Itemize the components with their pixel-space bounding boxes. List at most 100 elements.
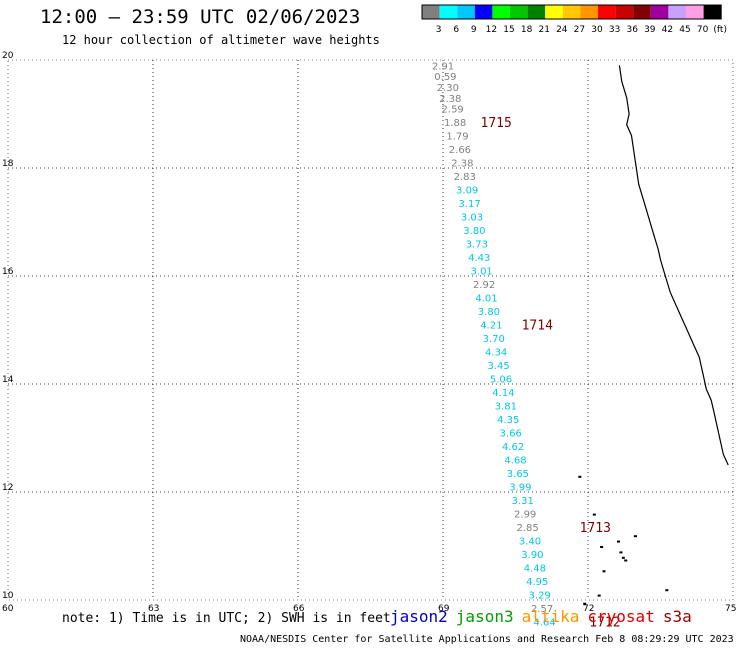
x-tick-label: 63: [148, 604, 159, 614]
map-grid: 60 63 66 69 72 75 20 18 16 14 12 10: [2, 51, 736, 614]
wave-height-label: 2.92: [473, 280, 495, 291]
wave-height-label: 3.99: [509, 483, 531, 494]
coastline-line: [618, 65, 729, 466]
scale-label: 36: [626, 25, 638, 35]
scale-swatch: [668, 5, 686, 19]
scale-swatch: [510, 5, 528, 19]
wave-height-label: 3.01: [471, 267, 493, 278]
wave-height-label: 3.09: [456, 186, 478, 197]
island: [597, 594, 601, 597]
credit-line: NOAA/NESDIS Center for Satellite Applica…: [240, 634, 734, 645]
x-tick-label: 75: [725, 604, 736, 614]
island: [583, 602, 587, 605]
scale-label: (ft): [713, 25, 727, 35]
pass-number-label: 1712: [589, 616, 620, 631]
scale-swatch: [650, 5, 669, 19]
island: [602, 570, 606, 573]
satellite-legend-item: altika: [521, 607, 580, 626]
wave-height-label: 4.62: [502, 442, 524, 453]
island: [633, 535, 637, 538]
map-title: 12:00 — 23:59 UTC 02/06/2023: [40, 6, 361, 28]
footer-note: note: 1) Time is in UTC; 2) SWH is in fe…: [62, 611, 391, 626]
scale-swatch: [580, 5, 598, 19]
island: [592, 513, 596, 516]
scale-swatch: [703, 5, 722, 19]
wave-height-label: 3.66: [500, 429, 522, 440]
pass-number-label: 1715: [481, 116, 512, 131]
scale-swatch: [422, 5, 440, 19]
scale-swatch: [615, 5, 634, 19]
x-tick-label: 66: [293, 604, 305, 614]
map-subtitle: 12 hour collection of altimeter wave hei…: [62, 33, 380, 47]
x-tick-label: 60: [2, 604, 14, 614]
wave-height-label: 3.70: [483, 334, 505, 345]
scale-swatch: [545, 5, 563, 19]
y-tick-label: 18: [2, 159, 14, 169]
satellite-legend-item: s3a: [662, 607, 692, 626]
island: [617, 540, 620, 543]
map-frame: [7, 59, 734, 601]
wave-height-label: 3.90: [521, 550, 543, 561]
wave-height-label: 2.38: [451, 159, 473, 170]
scale-label: 9: [471, 25, 477, 35]
x-tick-label: 69: [438, 604, 450, 614]
scale-swatch: [562, 5, 581, 19]
wave-height-label: 2.38: [439, 94, 461, 105]
wave-height-label: 4.34: [485, 348, 507, 359]
wave-height-label: 4.68: [504, 456, 526, 467]
satellite-legend-item: jason2: [390, 607, 448, 626]
wave-height-label: 4.95: [526, 577, 548, 588]
scale-label: 24: [556, 25, 568, 35]
pass-number-label: 1714: [522, 319, 553, 334]
wave-height-label: 2.83: [454, 172, 476, 183]
wave-height-label: 2.59: [442, 105, 464, 116]
wave-height-label: 3.73: [466, 240, 488, 251]
scale-swatch: [527, 5, 546, 19]
pass-number-label: 1713: [580, 521, 611, 536]
island: [619, 551, 623, 554]
wave-height-label: 3.40: [519, 537, 541, 548]
wave-height-label: 2.66: [449, 145, 471, 156]
scale-label: 18: [521, 25, 533, 35]
wave-height-label: 4.35: [497, 415, 519, 426]
wave-height-label: 3.65: [507, 469, 529, 480]
scale-label: 27: [574, 25, 585, 35]
color-scale-legend: 3 6 9 12 15 18 21 24 27 30 33 36 39 42 45 70 (ft): [421, 4, 727, 35]
wave-height-label: 2.57: [531, 604, 553, 615]
wave-height-label: 2.91: [432, 61, 454, 72]
y-tick-label: 14: [2, 375, 14, 385]
scale-swatch: [492, 5, 510, 19]
satellite-legend-item: cryosat: [587, 607, 655, 626]
scale-label: 15: [503, 25, 514, 35]
wave-height-label: 3.31: [512, 496, 534, 507]
scale-label: 12: [486, 25, 497, 35]
wave-height-label: 3.45: [487, 361, 509, 372]
scale-label: 21: [538, 25, 549, 35]
wave-height-label: 4.01: [475, 294, 497, 305]
wave-height-label: 4.14: [492, 388, 514, 399]
scale-swatch: [474, 5, 493, 19]
wave-height-label: 5.06: [490, 375, 512, 386]
wave-height-label: 3.03: [461, 213, 483, 224]
scale-label: 33: [609, 25, 620, 35]
wave-height-label: 4.43: [468, 253, 490, 264]
scale-swatch: [598, 5, 616, 19]
wave-height-label: 1.79: [446, 132, 468, 143]
scale-border: [421, 4, 722, 20]
wave-height-label: 0.59: [434, 72, 456, 83]
y-tick-label: 20: [2, 51, 14, 61]
altimeter-track: 2.910.592.302.382.591.881.792.662.382.83…: [432, 61, 621, 630]
wave-height-label: 4.21: [480, 321, 502, 332]
y-tick-label: 16: [2, 267, 14, 277]
island: [600, 546, 604, 548]
satellite-legend-item: jason3: [455, 607, 514, 626]
scale-swatch: [439, 5, 458, 19]
scale-swatch: [457, 5, 475, 19]
x-tick-label: 72: [583, 604, 594, 614]
scale-label: 42: [662, 25, 673, 35]
scale-label: 3: [436, 25, 442, 35]
scale-label: 39: [644, 25, 656, 35]
island: [665, 589, 669, 592]
satellite-legend: jason2 jason3 altika cryosat s3a: [390, 607, 700, 626]
